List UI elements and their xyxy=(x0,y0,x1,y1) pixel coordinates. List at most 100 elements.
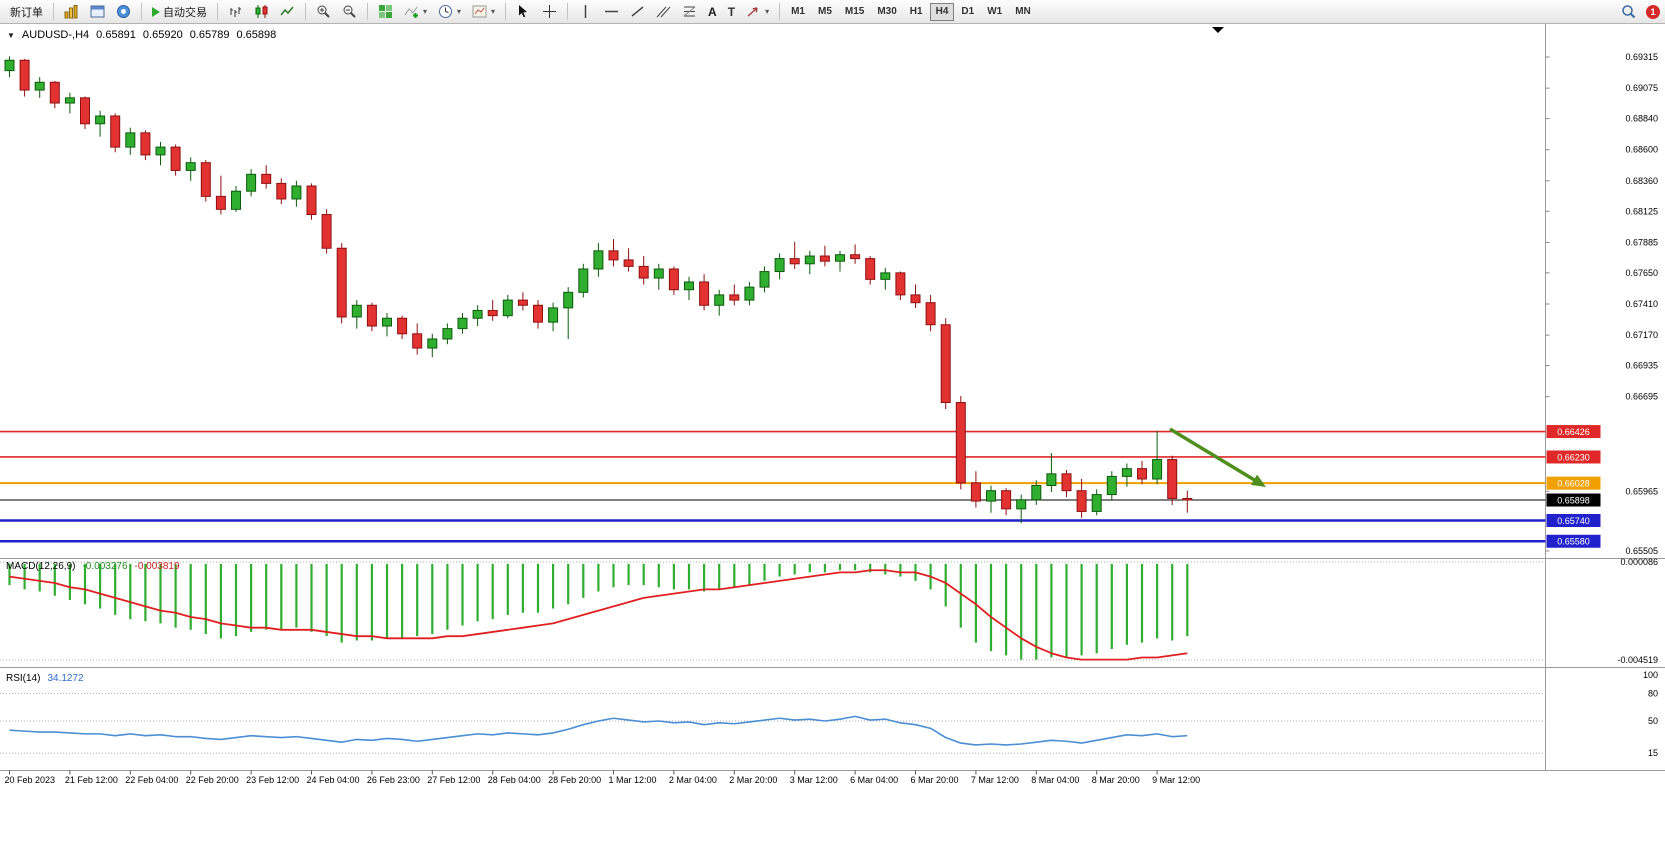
toolbar-separator xyxy=(141,3,142,20)
candle xyxy=(366,304,377,327)
candle xyxy=(1182,497,1193,501)
fibonacci-tool-button[interactable] xyxy=(677,2,702,22)
candle xyxy=(34,81,45,91)
auto-trading-button[interactable]: 自动交易 xyxy=(147,2,212,22)
arrows-tool-button[interactable]: ▾ xyxy=(741,2,774,22)
time-axis-label: 28 Feb 04:00 xyxy=(488,775,541,785)
candle xyxy=(246,173,257,192)
horizontal-line-tool-button[interactable] xyxy=(599,2,624,22)
candle xyxy=(472,309,483,319)
chart-windows-button[interactable] xyxy=(59,2,84,22)
time-axis-label: 22 Feb 20:00 xyxy=(186,775,239,785)
candle xyxy=(955,402,966,484)
price-shift-marker[interactable] xyxy=(1212,27,1224,33)
zoom-out-button[interactable] xyxy=(337,2,362,22)
candlestick-icon xyxy=(255,5,268,18)
candle xyxy=(940,324,951,404)
bar-chart-mode-button[interactable] xyxy=(223,2,248,22)
line-chart-mode-button[interactable] xyxy=(275,2,300,22)
cursor-tool-button[interactable] xyxy=(511,2,536,22)
vertical-line-tool-button[interactable] xyxy=(573,2,598,22)
price-axis-label: 0.67410 xyxy=(1625,299,1658,309)
search-button[interactable] xyxy=(1616,2,1641,22)
gold-bars-icon xyxy=(64,5,78,19)
timeframe-h1-button[interactable]: H1 xyxy=(909,6,923,17)
candle xyxy=(170,146,181,171)
macd-panel-label: MACD(12,26,9) -0.003276 -0.003819 xyxy=(6,561,180,572)
time-axis-label: 21 Feb 12:00 xyxy=(65,775,118,785)
timeframe-m30-button[interactable]: M30 xyxy=(877,6,897,17)
auto-trading-label: 自动交易 xyxy=(163,6,207,19)
crosshair-tool-button[interactable] xyxy=(537,2,562,22)
candle xyxy=(714,294,725,306)
line-chart-icon xyxy=(280,6,294,16)
candle xyxy=(684,281,694,291)
label-tool-button[interactable]: T xyxy=(723,2,740,22)
price-axis-label: 0.68125 xyxy=(1625,206,1658,216)
chart-menu-caret-icon[interactable]: ▼ xyxy=(7,30,15,40)
toolbar-separator xyxy=(779,3,781,20)
candle xyxy=(578,268,589,293)
profiles-button[interactable] xyxy=(85,2,110,22)
timeframe-m1-button[interactable]: M1 xyxy=(791,6,805,17)
candle xyxy=(910,294,921,304)
candle xyxy=(548,307,559,323)
price-tag xyxy=(1546,514,1601,528)
timeframe-m15-button[interactable]: M15 xyxy=(844,6,865,17)
channel-tool-button[interactable] xyxy=(651,2,676,22)
indicators-button[interactable]: ▾ xyxy=(399,2,432,22)
price-axis-label: 0.66935 xyxy=(1625,361,1658,371)
templates-button[interactable]: ▾ xyxy=(467,2,500,22)
notification-badge[interactable]: 1 xyxy=(1646,4,1660,19)
trendline-tool-button[interactable] xyxy=(625,2,650,22)
periods-button[interactable]: ▾ xyxy=(433,2,466,22)
toolbar-separator xyxy=(53,3,54,20)
price-tag xyxy=(1546,425,1601,439)
timeframe-w1-button[interactable]: W1 xyxy=(987,6,1003,17)
indicators-caret-icon: ▾ xyxy=(423,6,428,16)
candle xyxy=(427,338,438,349)
candle xyxy=(185,162,196,171)
new-order-button[interactable]: 新订单 xyxy=(5,2,48,22)
price-axis-label: 0.68600 xyxy=(1625,145,1658,155)
price-tag xyxy=(1546,534,1601,548)
time-axis-label: 28 Feb 20:00 xyxy=(548,775,601,785)
close-value: 0.65898 xyxy=(236,29,277,41)
candle xyxy=(1076,490,1087,512)
candle xyxy=(64,97,75,104)
text-tool-button[interactable]: A xyxy=(703,2,722,22)
time-axis-label: 23 Feb 12:00 xyxy=(246,775,299,785)
candle xyxy=(1001,490,1012,510)
candle xyxy=(306,185,317,216)
high-value: 0.65920 xyxy=(142,29,183,41)
timeframe-m5-button[interactable]: M5 xyxy=(817,6,832,17)
time-axis-label: 26 Feb 23:00 xyxy=(367,775,420,785)
candle xyxy=(895,272,906,296)
timeframe-mn-button[interactable]: MN xyxy=(1015,6,1031,17)
timeframe-d1-button[interactable]: D1 xyxy=(961,6,975,17)
candle xyxy=(397,317,408,335)
open-value: 0.65891 xyxy=(96,29,136,41)
fibonacci-icon xyxy=(683,6,696,17)
time-axis-label: 7 Mar 12:00 xyxy=(971,775,1019,785)
candle xyxy=(850,254,861,260)
tile-windows-button[interactable] xyxy=(373,2,398,22)
bar-chart-icon xyxy=(230,7,241,17)
candlestick-mode-button[interactable] xyxy=(249,2,274,22)
timeframe-h4-button[interactable]: H4 xyxy=(929,2,955,21)
macd-signal-value: -0.003819 xyxy=(134,561,180,572)
community-button[interactable] xyxy=(111,2,136,22)
trend-arrow[interactable] xyxy=(1169,427,1261,485)
channel-icon xyxy=(656,6,671,18)
price-tag-label: 0.65898 xyxy=(1557,496,1590,506)
price-axis-label: 0.69075 xyxy=(1625,83,1658,93)
candle xyxy=(699,281,710,306)
candle xyxy=(533,304,543,323)
vertical-line-icon xyxy=(584,5,587,18)
candle xyxy=(19,59,30,91)
candle xyxy=(140,132,151,156)
candle xyxy=(1016,499,1027,510)
clock-icon xyxy=(439,5,453,18)
zoom-in-button[interactable] xyxy=(311,2,336,22)
